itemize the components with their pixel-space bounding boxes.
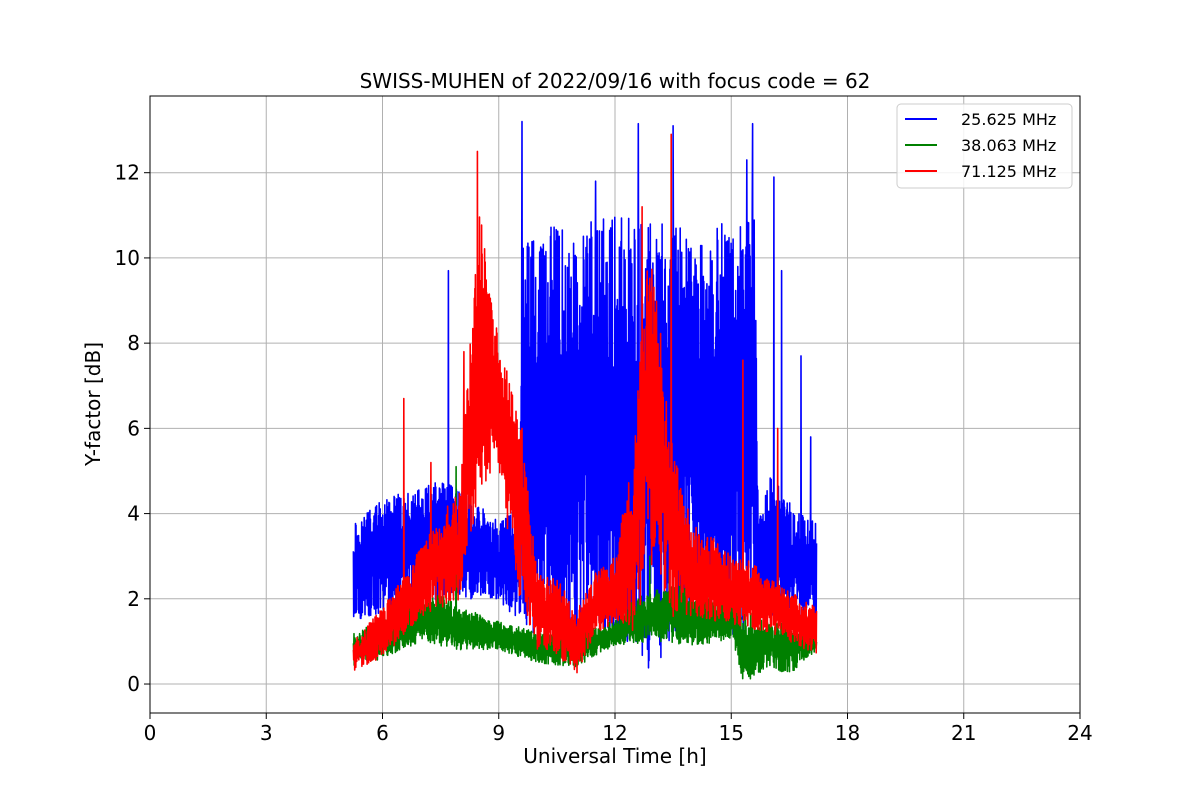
x-tick-label: 18	[835, 721, 860, 745]
legend: 25.625 MHz 38.063 MHz 71.125 MHz	[896, 103, 1073, 189]
x-axis: 0 3 6 9 12 15 18 21 24	[144, 713, 1093, 745]
x-tick-label: 15	[719, 721, 744, 745]
y-axis: 0 2 4 6 8 10 12	[115, 161, 150, 696]
y-tick-label: 12	[115, 161, 140, 185]
x-tick-label: 6	[376, 721, 389, 745]
x-tick-label: 3	[260, 721, 273, 745]
legend-box	[896, 103, 1073, 189]
x-tick-label: 12	[602, 721, 627, 745]
legend-label: 71.125 MHz	[961, 162, 1056, 181]
y-axis-title: Y-factor [dB]	[81, 342, 105, 467]
x-tick-label: 9	[492, 721, 505, 745]
x-tick-label: 24	[1067, 721, 1092, 745]
y-tick-label: 4	[127, 502, 140, 526]
y-tick-label: 2	[127, 587, 140, 611]
y-tick-label: 6	[127, 416, 140, 440]
legend-label: 38.063 MHz	[961, 136, 1056, 155]
legend-label: 25.625 MHz	[961, 110, 1056, 129]
x-tick-label: 0	[144, 721, 157, 745]
y-tick-label: 8	[127, 331, 140, 355]
series-line	[352, 133, 818, 674]
chart-title: SWISS-MUHEN of 2022/09/16 with focus cod…	[360, 69, 871, 93]
x-axis-title: Universal Time [h]	[523, 744, 706, 768]
plot-series	[352, 120, 818, 680]
y-tick-label: 10	[115, 246, 140, 270]
x-tick-label: 21	[951, 721, 976, 745]
y-tick-label: 0	[127, 672, 140, 696]
